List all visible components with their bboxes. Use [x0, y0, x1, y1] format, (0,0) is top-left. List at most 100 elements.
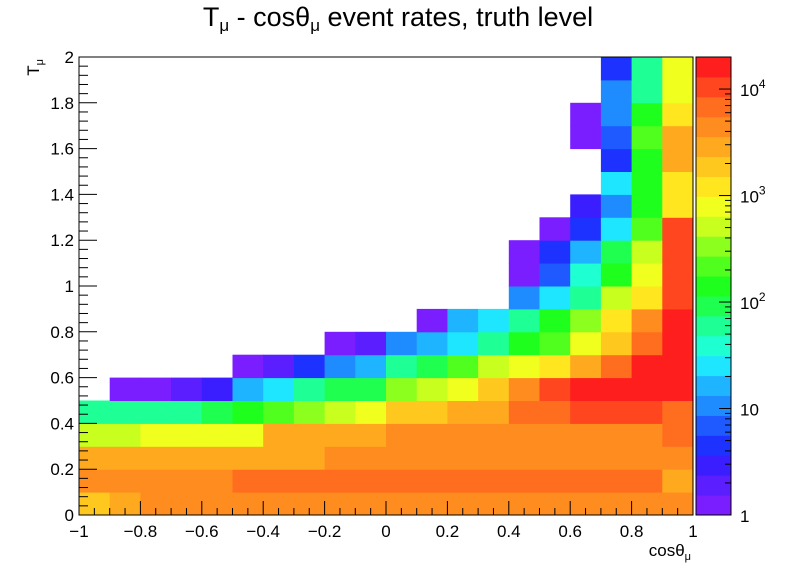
x-tick-label: 0.4	[497, 522, 521, 541]
heatmap-cell	[447, 423, 479, 447]
heatmap-cell	[478, 492, 510, 516]
heatmap-cell	[416, 308, 448, 333]
heatmap-cell	[570, 308, 602, 333]
heatmap-cell	[600, 400, 633, 424]
x-tick-label: 0.2	[436, 522, 460, 541]
heatmap-cell	[570, 423, 602, 447]
heatmap-cell	[508, 331, 540, 356]
heatmap-cell	[600, 446, 633, 470]
heatmap-cell	[355, 377, 387, 401]
heatmap-cell	[570, 286, 602, 310]
heatmap-cell	[109, 377, 141, 401]
heatmap-cell	[447, 354, 479, 379]
heatmap-cell	[232, 377, 264, 401]
heatmap-cell	[416, 354, 448, 379]
heatmap-cell	[662, 354, 694, 379]
x-tick-label: −0.2	[308, 522, 342, 541]
heatmap-cell	[386, 423, 418, 447]
heatmap-cell	[447, 492, 479, 516]
palette-tick-label: 104	[740, 77, 766, 100]
heatmap-cell	[508, 446, 540, 470]
heatmap-cell	[201, 469, 233, 493]
heatmap-cell	[478, 423, 510, 447]
heatmap-cell	[478, 400, 510, 424]
heatmap-cell	[171, 377, 203, 401]
heatmap-cell	[631, 423, 663, 447]
heatmap-cell	[447, 400, 479, 424]
x-tick-label: 1	[688, 522, 697, 541]
heatmap-cell	[416, 446, 448, 470]
heatmap-cell	[508, 469, 540, 493]
heatmap-cell	[355, 331, 387, 356]
heatmap-cell	[232, 446, 264, 470]
heatmap-cell	[662, 469, 694, 493]
y-tick-label: 0.2	[50, 460, 74, 479]
heatmap-cell	[508, 308, 540, 333]
heatmap-cell	[508, 400, 540, 424]
heatmap-cell	[631, 125, 663, 150]
heatmap-cell	[600, 423, 633, 447]
heatmap-cell	[508, 240, 540, 264]
heatmap-cell	[416, 469, 448, 493]
heatmap-cell	[631, 331, 663, 356]
heatmap-cell	[600, 492, 633, 516]
heatmap-cell	[447, 446, 479, 470]
heatmap-cell	[570, 377, 602, 401]
heatmap-cell	[232, 400, 264, 424]
heatmap-cell	[631, 102, 663, 127]
heatmap-cell	[293, 446, 326, 470]
palette-swatch	[696, 196, 731, 217]
heatmap-cell	[140, 469, 172, 493]
heatmap-cell	[631, 286, 663, 310]
heatmap-cell	[631, 148, 663, 172]
heatmap-cell	[600, 240, 633, 264]
heatmap-cell	[539, 469, 571, 493]
heatmap-cell	[600, 125, 633, 150]
chart-title: Tμ - cosθμ event rates, truth level	[202, 2, 594, 35]
heatmap-cell	[293, 423, 326, 447]
heatmap-cell	[324, 354, 356, 379]
heatmap-cell	[631, 57, 663, 81]
palette-swatch	[696, 57, 731, 78]
heatmap-cell	[570, 194, 602, 218]
heatmap-cell	[109, 469, 141, 493]
palette-frame	[695, 56, 732, 516]
palette-swatch	[696, 295, 731, 317]
heatmap-cell	[232, 469, 264, 493]
heatmap-cell	[232, 492, 264, 516]
heatmap-cell	[386, 400, 418, 424]
palette-swatch	[696, 315, 731, 337]
x-tick-label: 0.6	[558, 522, 582, 541]
heatmap-cell	[662, 79, 694, 104]
x-tick-label: −0.8	[124, 522, 158, 541]
palette-swatch	[696, 455, 731, 476]
heatmap-cell	[662, 102, 694, 127]
heatmap-cell	[539, 400, 571, 424]
heatmap-cell	[539, 492, 571, 516]
palette-swatch	[696, 176, 731, 197]
heatmap-cell	[600, 331, 633, 356]
heatmap-cell	[631, 194, 663, 218]
heatmap-cell	[539, 377, 571, 401]
heatmap-cell	[324, 331, 356, 356]
heatmap-cell	[293, 354, 326, 379]
x-axis-title: cosθμ	[649, 541, 691, 563]
heatmap-cell	[355, 446, 387, 470]
heatmap-cell	[79, 400, 111, 424]
heatmap-cell	[600, 354, 633, 379]
heatmap-cell	[232, 423, 264, 447]
heatmap-cell	[508, 286, 540, 310]
y-tick-label: 1.2	[50, 231, 74, 250]
heatmap-cell	[355, 492, 387, 516]
y-tick-label: 0	[65, 506, 74, 525]
heatmap-cell	[570, 125, 602, 150]
heatmap-cell	[293, 400, 326, 424]
heatmap-cell	[631, 469, 663, 493]
heatmap-cell	[631, 217, 663, 241]
heatmap-cell	[539, 263, 571, 287]
heatmap-cell	[324, 400, 356, 424]
palette-swatch	[696, 256, 731, 277]
heatmap-cell	[324, 423, 356, 447]
heatmap-cell	[539, 286, 571, 310]
